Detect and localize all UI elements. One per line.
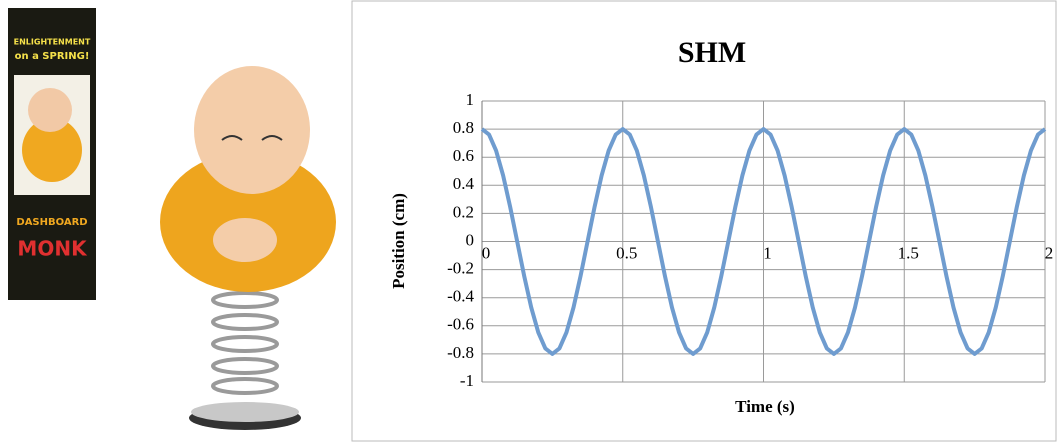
monk-head: [194, 66, 310, 194]
y-tick-label: 0: [466, 230, 475, 249]
box-text: ENLIGHTENMENT: [14, 38, 91, 47]
x-tick-label: 1: [763, 243, 772, 262]
box-monk-head: [28, 88, 72, 132]
y-tick-label: -0.8: [447, 343, 474, 362]
box-text: on a SPRING!: [15, 51, 90, 62]
x-tick-label: 0: [482, 243, 491, 262]
photo: ENLIGHTENMENT on a SPRING! DASHBOARD MON…: [8, 8, 336, 430]
y-axis-label: Position (cm): [389, 193, 408, 289]
y-tick-label: -1: [460, 371, 474, 390]
y-tick-label: 0.6: [453, 146, 474, 165]
y-tick-label: -0.4: [447, 287, 474, 306]
x-tick-label: 0.5: [616, 243, 637, 262]
monk-hands: [213, 218, 277, 262]
x-axis-label: Time (s): [735, 397, 795, 416]
chart-title: SHM: [678, 36, 746, 69]
box-text: MONK: [17, 237, 88, 261]
spring-base-top: [191, 402, 299, 422]
box-text: DASHBOARD: [16, 217, 87, 228]
spring: [213, 293, 277, 393]
y-tick-label: 0.4: [453, 174, 475, 193]
y-tick-label: 0.2: [453, 202, 474, 221]
y-tick-label: 0.8: [453, 118, 474, 137]
y-tick-label: 1: [466, 90, 475, 109]
x-tick-label: 2: [1045, 243, 1054, 262]
y-tick-label: -0.2: [447, 259, 474, 278]
page: ENLIGHTENMENT on a SPRING! DASHBOARD MON…: [0, 0, 1057, 442]
x-tick-label: 1.5: [898, 243, 919, 262]
y-tick-label: -0.6: [447, 315, 474, 334]
